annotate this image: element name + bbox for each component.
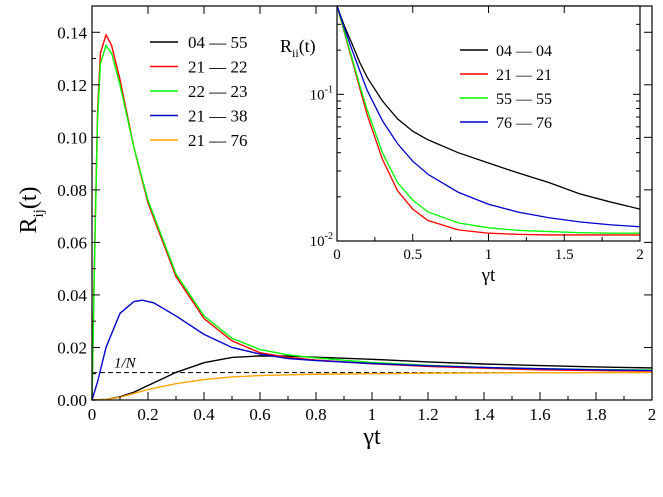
inset-x-tick-label: 0 [333,247,341,263]
main-y-tick-label: 0.00 [57,391,87,410]
main-x-tick-label: 0.2 [137,405,158,424]
main-legend-label-2: 22 — 23 [188,82,248,101]
inset-x-tick-label: 0.5 [403,247,422,263]
inset-background [337,6,640,241]
main-x-axis-title: γt [362,424,381,450]
main-y-tick-label: 0.12 [57,76,87,95]
main-y-tick-label: 0.10 [57,128,87,147]
main-legend: 04 — 55 21 — 22 22 — 23 21 — 38 21 — 76 [150,33,248,150]
inset-x-tick-label: 2 [636,247,644,263]
inset-series-line-2 [336,5,640,234]
main-x-tick-label: 2 [648,405,657,424]
main-y-axis-title: Rij(t) [16,186,47,233]
main-plot: 1/N 0 0.2 0.4 0.6 0.8 1 1.2 1.4 1.6 1.8 2 0.00 0.02 0.… [16,5,657,450]
main-y-tick-label: 0.14 [57,23,87,42]
main-x-tick-label: 1.6 [529,405,550,424]
main-legend-label-4: 21 — 76 [188,131,248,150]
main-x-tick-label: 1.2 [417,405,438,424]
main-x-tick-label: 0.8 [305,405,326,424]
inset-legend-label-1: 21 — 21 [496,67,552,84]
inset-plot: 0 0.5 1 1.5 2 10-2 10-1 γt Rii(t) 04 — 04 21 — 21 5… [280,5,644,286]
inset-series-line-0 [336,5,641,210]
inset-legend-label-0: 04 — 04 [496,43,552,60]
reference-line-label: 1/N [114,356,137,372]
inset-legend: 04 — 04 21 — 21 55 — 55 76 — 76 [460,43,552,132]
main-legend-label-0: 04 — 55 [188,33,248,52]
inset-y-tick-label: 10-1 [310,84,333,103]
main-series-line-1 [91,33,653,401]
inset-y-axis-title: Rii(t) [280,36,316,60]
main-series-line-3 [91,299,653,401]
main-y-tick-label: 0.06 [57,233,87,252]
main-legend-label-3: 21 — 38 [188,107,248,126]
main-x-tick-label: 0 [88,405,97,424]
main-series-line-0 [91,355,653,401]
inset-x-tick-label: 1 [485,247,493,263]
inset-x-tick-label: 1.5 [555,247,574,263]
inset-y-tick-label: 10-2 [310,231,333,250]
main-x-tick-label: 1.8 [585,405,606,424]
inset-series-line-3 [336,5,641,228]
main-y-tick-label: 0.08 [57,181,87,200]
main-y-tick-label: 0.02 [57,338,87,357]
inset-legend-label-3: 76 — 76 [496,115,552,132]
main-y-tick-label: 0.04 [57,286,87,305]
main-x-tick-label: 0.6 [249,405,270,424]
main-legend-label-1: 21 — 22 [188,58,248,77]
main-x-tick-label: 1 [368,405,377,424]
inset-legend-label-2: 55 — 55 [496,91,552,108]
main-x-tick-label: 1.4 [473,405,495,424]
main-series-line-4 [91,371,653,401]
main-x-tick-label: 0.4 [193,405,215,424]
inset-x-axis-title: γt [481,265,496,286]
